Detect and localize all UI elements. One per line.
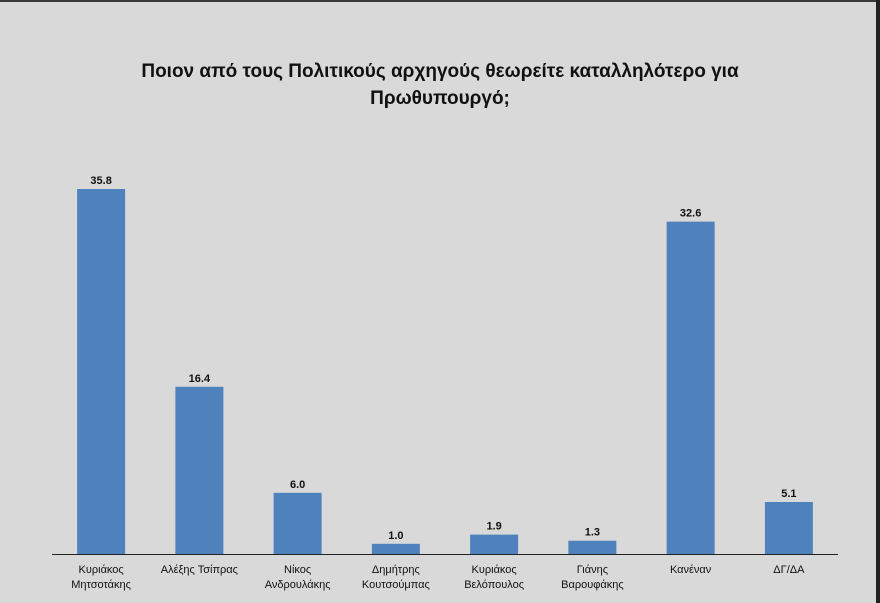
data-label-4: 1.9 xyxy=(486,521,501,533)
category-label-1-0: Αλέξης Τσίπρας xyxy=(161,564,238,576)
data-label-1: 16.4 xyxy=(189,373,211,385)
chart-title-line-1: Ποιον από τους Πολιτικούς αρχηγούς θεωρε… xyxy=(141,61,739,82)
category-label-4-0: Κυριάκος xyxy=(472,564,517,576)
chart-title: Ποιον από τους Πολιτικούς αρχηγούς θεωρε… xyxy=(60,58,820,112)
category-label-2-1: Ανδρουλάκης xyxy=(265,579,331,591)
window-edge xyxy=(876,0,880,603)
data-label-5: 1.3 xyxy=(585,527,600,539)
category-label-3-0: Δημήτρης xyxy=(372,564,420,576)
data-label-0: 35.8 xyxy=(90,175,111,187)
category-label-7-0: ΔΓ/ΔΑ xyxy=(773,564,805,576)
data-label-2: 6.0 xyxy=(290,479,305,491)
bar-7 xyxy=(764,502,813,554)
category-label-2-0: Νίκος xyxy=(284,564,311,576)
bar-4 xyxy=(470,534,519,554)
category-label-0-0: Κυριάκος xyxy=(79,564,124,576)
bar-2 xyxy=(273,492,322,554)
data-label-3: 1.0 xyxy=(388,530,403,542)
category-label-6-0: Κανέναν xyxy=(670,564,712,576)
category-label-5-0: Γιάνης xyxy=(577,564,608,576)
bar-1 xyxy=(175,386,224,554)
category-label-4-1: Βελόπουλος xyxy=(464,579,524,591)
chart-title-line-2: Πρωθυπουργό; xyxy=(370,88,510,109)
bar-5 xyxy=(568,540,617,554)
bar-6 xyxy=(666,221,715,554)
category-label-3-1: Κουτσούμπας xyxy=(362,579,430,591)
data-label-6: 32.6 xyxy=(680,208,701,220)
category-label-0-1: Μητσοτάκης xyxy=(71,579,131,591)
category-label-5-1: Βαρουφάκης xyxy=(561,579,624,591)
bar-0 xyxy=(77,189,126,554)
data-label-7: 5.1 xyxy=(781,488,796,500)
bar-3 xyxy=(371,543,420,554)
